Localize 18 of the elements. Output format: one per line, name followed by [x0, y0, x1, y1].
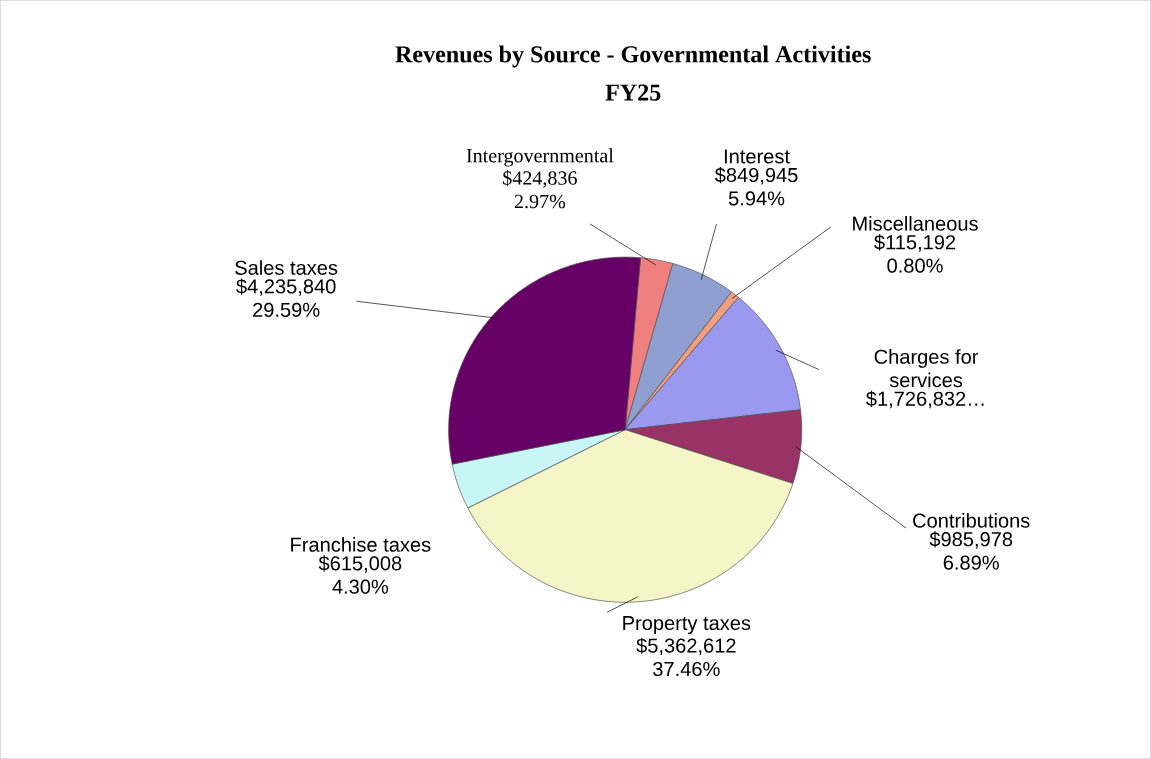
data-label: $4,235,840 29.59% [236, 278, 336, 317]
slice-label: Interest [724, 149, 790, 164]
data-label: $424,836 2.97% [503, 170, 577, 209]
data-label: $1,726,832… [866, 390, 984, 409]
data-label: $115,192 0.80% [874, 234, 956, 273]
data-label: $849,945 5.94% [714, 167, 798, 206]
slice-label: Charges for services [874, 349, 979, 388]
slice-label: Franchise taxes [291, 537, 431, 552]
slice-label: Contributions [913, 512, 1030, 528]
data-label: $985,978 6.89% [929, 531, 1013, 570]
data-label: $615,008 4.30% [318, 555, 402, 594]
chart-title: Revenues by Source - Governmental Activities [395, 45, 871, 68]
data-label: $5,362,612 37.46% [636, 637, 736, 677]
slice-label: Miscellaneous [853, 216, 978, 231]
slice-label: Intergovernmental [466, 148, 614, 167]
slice-label: Property taxes [623, 616, 751, 635]
chart-subtitle: FY25 [605, 84, 661, 101]
slice-label: Sales taxes [235, 260, 338, 275]
